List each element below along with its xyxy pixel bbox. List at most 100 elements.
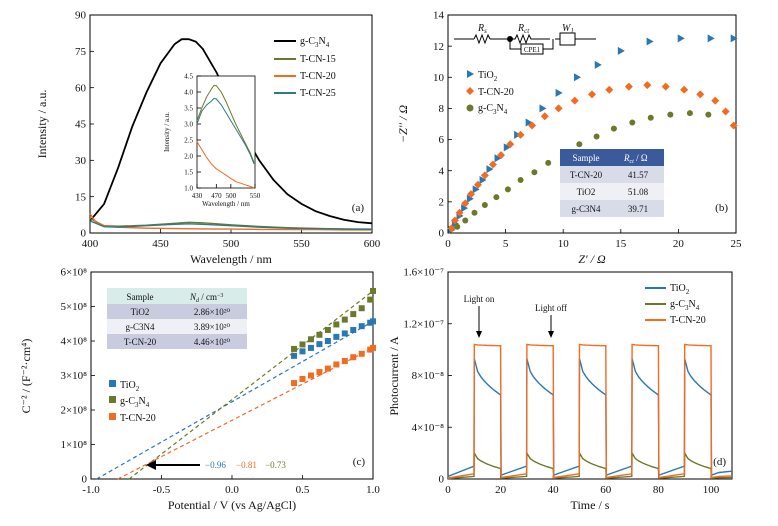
table-b-cell: 51.08 xyxy=(628,187,649,197)
panel-d-x-label: Time / s xyxy=(571,498,610,512)
point-tcn20 xyxy=(729,121,738,130)
intercept-label-tcn20: −0.81 xyxy=(236,460,257,470)
a-y-tick-label: 15 xyxy=(75,191,87,203)
point-g-c3n4 xyxy=(316,331,323,338)
point-gc3n4 xyxy=(647,114,654,121)
point-tio2 xyxy=(646,37,654,46)
table-c-cell: T-CN-20 xyxy=(124,337,157,347)
table-b-row-3 xyxy=(560,200,664,217)
inset-x-label: Wavelength / nm xyxy=(202,200,250,208)
point-gc3n4 xyxy=(504,186,511,193)
d-y-tick-label: 1.6×10⁻⁷ xyxy=(403,267,444,279)
point-gc3n4 xyxy=(686,110,693,117)
inset-y-tick-label: 2.0 xyxy=(184,152,193,160)
a-x-tick-label: 500 xyxy=(223,238,240,250)
b-x-tick-label: 0 xyxy=(445,238,451,250)
point-t-cn-20 xyxy=(350,354,357,361)
table-c-row-1 xyxy=(107,304,247,319)
table-c-cell: g-C3N4 xyxy=(126,322,155,332)
panel-c-x-label: Potential / V (vs Ag/AgCl) xyxy=(168,498,296,512)
panel-a-tag: (a) xyxy=(352,202,365,214)
legend-marker-tcn20 xyxy=(466,87,474,95)
a-x-tick-label: 400 xyxy=(82,238,99,250)
intercept-arrowhead xyxy=(146,460,156,470)
c-y-tick-label: 0 xyxy=(82,474,88,486)
inset-x-tick-label: 500 xyxy=(226,192,237,200)
point-tio2 xyxy=(539,104,547,113)
point-tio2 xyxy=(370,318,376,325)
point-g-c3n4 xyxy=(341,316,348,323)
panel-c-tag: (c) xyxy=(353,456,366,468)
d-x-tick-label: 80 xyxy=(653,484,665,496)
point-gc3n4 xyxy=(593,133,600,140)
point-tcn20 xyxy=(473,180,482,189)
inset-line-t-cn-15 xyxy=(196,85,255,163)
a-y-tick-label: 90 xyxy=(75,10,87,22)
point-t-cn-20 xyxy=(370,344,376,351)
point-tcn20 xyxy=(570,96,579,105)
table-c-row-3 xyxy=(107,334,247,349)
inset-y-tick-label: 4.5 xyxy=(184,72,193,80)
b-y-tick-label: 8 xyxy=(439,103,445,115)
light-on-arrowhead xyxy=(476,331,482,338)
table-c-cell: 3.89×10²⁰ xyxy=(194,322,231,332)
panel-c-y-ticks: 0 1×10⁸ 2×10⁸ 3×10⁸ 4×10⁸ 5×10⁸ 6×10⁸ xyxy=(60,267,95,486)
legend-label-gc3n4: g-C3N4 xyxy=(670,299,700,312)
panel-c: -1.0 -0.5 0.0 0.5 1.0 0 1×10⁸ 2×10⁸ 3×10⁸ 4×10⁸ 5… xyxy=(19,267,380,512)
point-tio2 xyxy=(291,352,298,359)
d-y-tick-label: 4×10⁻⁸ xyxy=(412,422,445,434)
point-tio2 xyxy=(617,46,625,55)
point-tcn20 xyxy=(506,140,515,149)
point-tio2 xyxy=(574,73,582,82)
d-x-tick-label: 0 xyxy=(445,484,451,496)
inset-y-tick-label: 1.0 xyxy=(184,184,193,192)
b-y-tick-label: 14 xyxy=(433,10,445,22)
table-b-row-1 xyxy=(560,166,664,183)
point-g-c3n4 xyxy=(367,296,374,303)
table-c-cell: 4.46×10²⁰ xyxy=(194,337,231,347)
c-x-tick-label: 0.5 xyxy=(296,484,310,496)
panel-b-y-ticks: 0 2 4 6 8 10 12 14 xyxy=(433,10,452,240)
point-g-c3n4 xyxy=(291,345,298,352)
legend-label-gc3n4: g-C3N4 xyxy=(478,103,508,116)
intercept-label-gc3n4: −0.73 xyxy=(265,460,286,470)
b-x-tick-label: 10 xyxy=(558,238,570,250)
point-tio2 xyxy=(341,330,348,337)
point-tio2 xyxy=(730,34,738,43)
resistor-rct xyxy=(510,33,550,45)
panel-a-legend: g-C3N4 T-CN-15 T-CN-20 T-CN-25 xyxy=(274,36,336,99)
series-line-t-cn-20 xyxy=(447,343,733,479)
point-tio2 xyxy=(299,348,306,355)
point-gc3n4 xyxy=(531,169,538,176)
point-t-cn-20 xyxy=(341,358,348,365)
panel-b-x-label: Z′ / Ω xyxy=(578,252,606,266)
inset-y-tick-label: 3.0 xyxy=(184,120,193,128)
a-y-tick-label: 30 xyxy=(75,155,87,167)
b-x-tick-label: 5 xyxy=(503,238,509,250)
panel-d-series xyxy=(447,343,733,480)
series-line-t-cn-25 xyxy=(89,220,373,231)
circuit-labels: Rs Rct W1 CPE1 xyxy=(477,23,574,54)
point-gc3n4 xyxy=(493,194,500,201)
table-b-row-2 xyxy=(560,183,664,200)
point-g-c3n4 xyxy=(324,326,331,333)
legend-marker-tio2 xyxy=(109,380,116,387)
point-gc3n4 xyxy=(481,201,488,208)
inset-ticks: 430 470 500 550 1.0 1.5 2.0 2.5 3.0 3.5 4.0 4.5 xyxy=(184,72,261,200)
inset-y-tick-label: 1.5 xyxy=(184,168,193,176)
point-tio2 xyxy=(555,88,563,97)
point-tcn20 xyxy=(696,90,705,99)
point-tcn20 xyxy=(540,112,549,121)
series-line-g-c3n4 xyxy=(447,450,733,480)
circuit-label-rs: Rs xyxy=(477,23,487,35)
point-t-cn-20 xyxy=(316,369,323,376)
point-tcn20 xyxy=(643,81,652,90)
point-gc3n4 xyxy=(610,125,617,132)
point-gc3n4 xyxy=(545,159,552,166)
c-x-tick-label: -1.0 xyxy=(82,484,100,496)
point-tio2 xyxy=(594,60,602,69)
legend-marker-gc3n4 xyxy=(466,104,474,112)
point-tio2 xyxy=(494,154,502,163)
d-y-tick-label: 8×10⁻⁸ xyxy=(412,370,445,382)
